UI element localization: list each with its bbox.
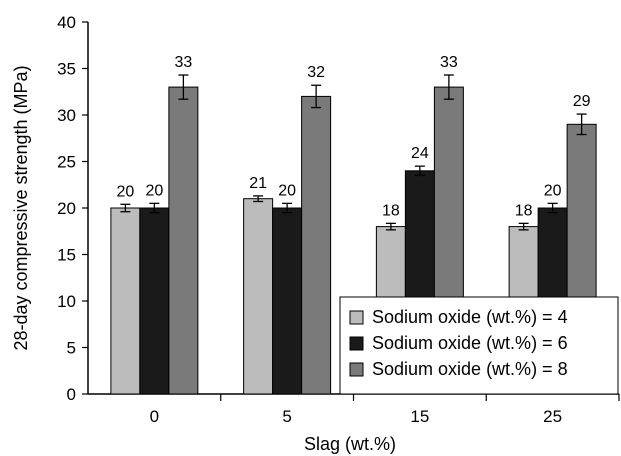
x-axis-title: Slag (wt.%) xyxy=(304,434,396,454)
data-label: 33 xyxy=(440,54,458,71)
legend-entry: Sodium oxide (wt.%) = 6 xyxy=(372,333,568,353)
y-tick-label: 15 xyxy=(57,246,76,265)
data-label: 24 xyxy=(411,145,429,162)
legend-entry: Sodium oxide (wt.%) = 4 xyxy=(372,307,568,327)
legend-box xyxy=(339,296,619,395)
bar xyxy=(243,198,274,395)
data-label: 18 xyxy=(382,202,400,219)
y-tick-label: 20 xyxy=(57,199,76,218)
x-tick-label: 15 xyxy=(410,407,429,426)
y-tick-label: 0 xyxy=(67,385,76,404)
y-tick-label: 35 xyxy=(57,60,76,79)
axes: 0 5 10 15 20 25 30 35 40 0 5 15 25 xyxy=(57,13,620,426)
data-label: 29 xyxy=(573,93,591,110)
data-label: 20 xyxy=(145,182,163,199)
y-tick-label: 5 xyxy=(67,339,76,358)
x-tick-label: 5 xyxy=(282,407,291,426)
legend-swatch xyxy=(349,336,364,351)
bar xyxy=(301,95,332,395)
x-tick-label: 0 xyxy=(150,407,159,426)
bar xyxy=(168,86,199,395)
legend-swatch xyxy=(349,310,364,325)
legend-entry: Sodium oxide (wt.%) = 8 xyxy=(372,359,568,379)
bar xyxy=(139,207,170,395)
y-tick-label: 25 xyxy=(57,153,76,172)
bar xyxy=(110,207,141,395)
data-label: 20 xyxy=(278,182,296,199)
y-tick-label: 30 xyxy=(57,106,76,125)
data-label: 21 xyxy=(249,175,267,192)
x-tick-label: 25 xyxy=(543,407,562,426)
bar xyxy=(272,207,303,395)
y-tick-label: 40 xyxy=(57,13,76,32)
y-axis-title: 28-day compressive strength (MPa) xyxy=(11,65,31,350)
data-labels: 20 21 18 18 20 20 24 20 33 32 33 29 xyxy=(116,54,590,219)
error-bars xyxy=(120,74,587,231)
data-label: 20 xyxy=(116,183,134,200)
data-label: 18 xyxy=(515,202,533,219)
data-label: 33 xyxy=(174,54,192,71)
y-tick-label: 10 xyxy=(57,292,76,311)
data-label: 20 xyxy=(544,182,562,199)
data-label: 32 xyxy=(307,64,325,81)
legend: Sodium oxide (wt.%) = 4 Sodium oxide (wt.… xyxy=(339,296,619,395)
legend-swatch xyxy=(349,362,364,377)
